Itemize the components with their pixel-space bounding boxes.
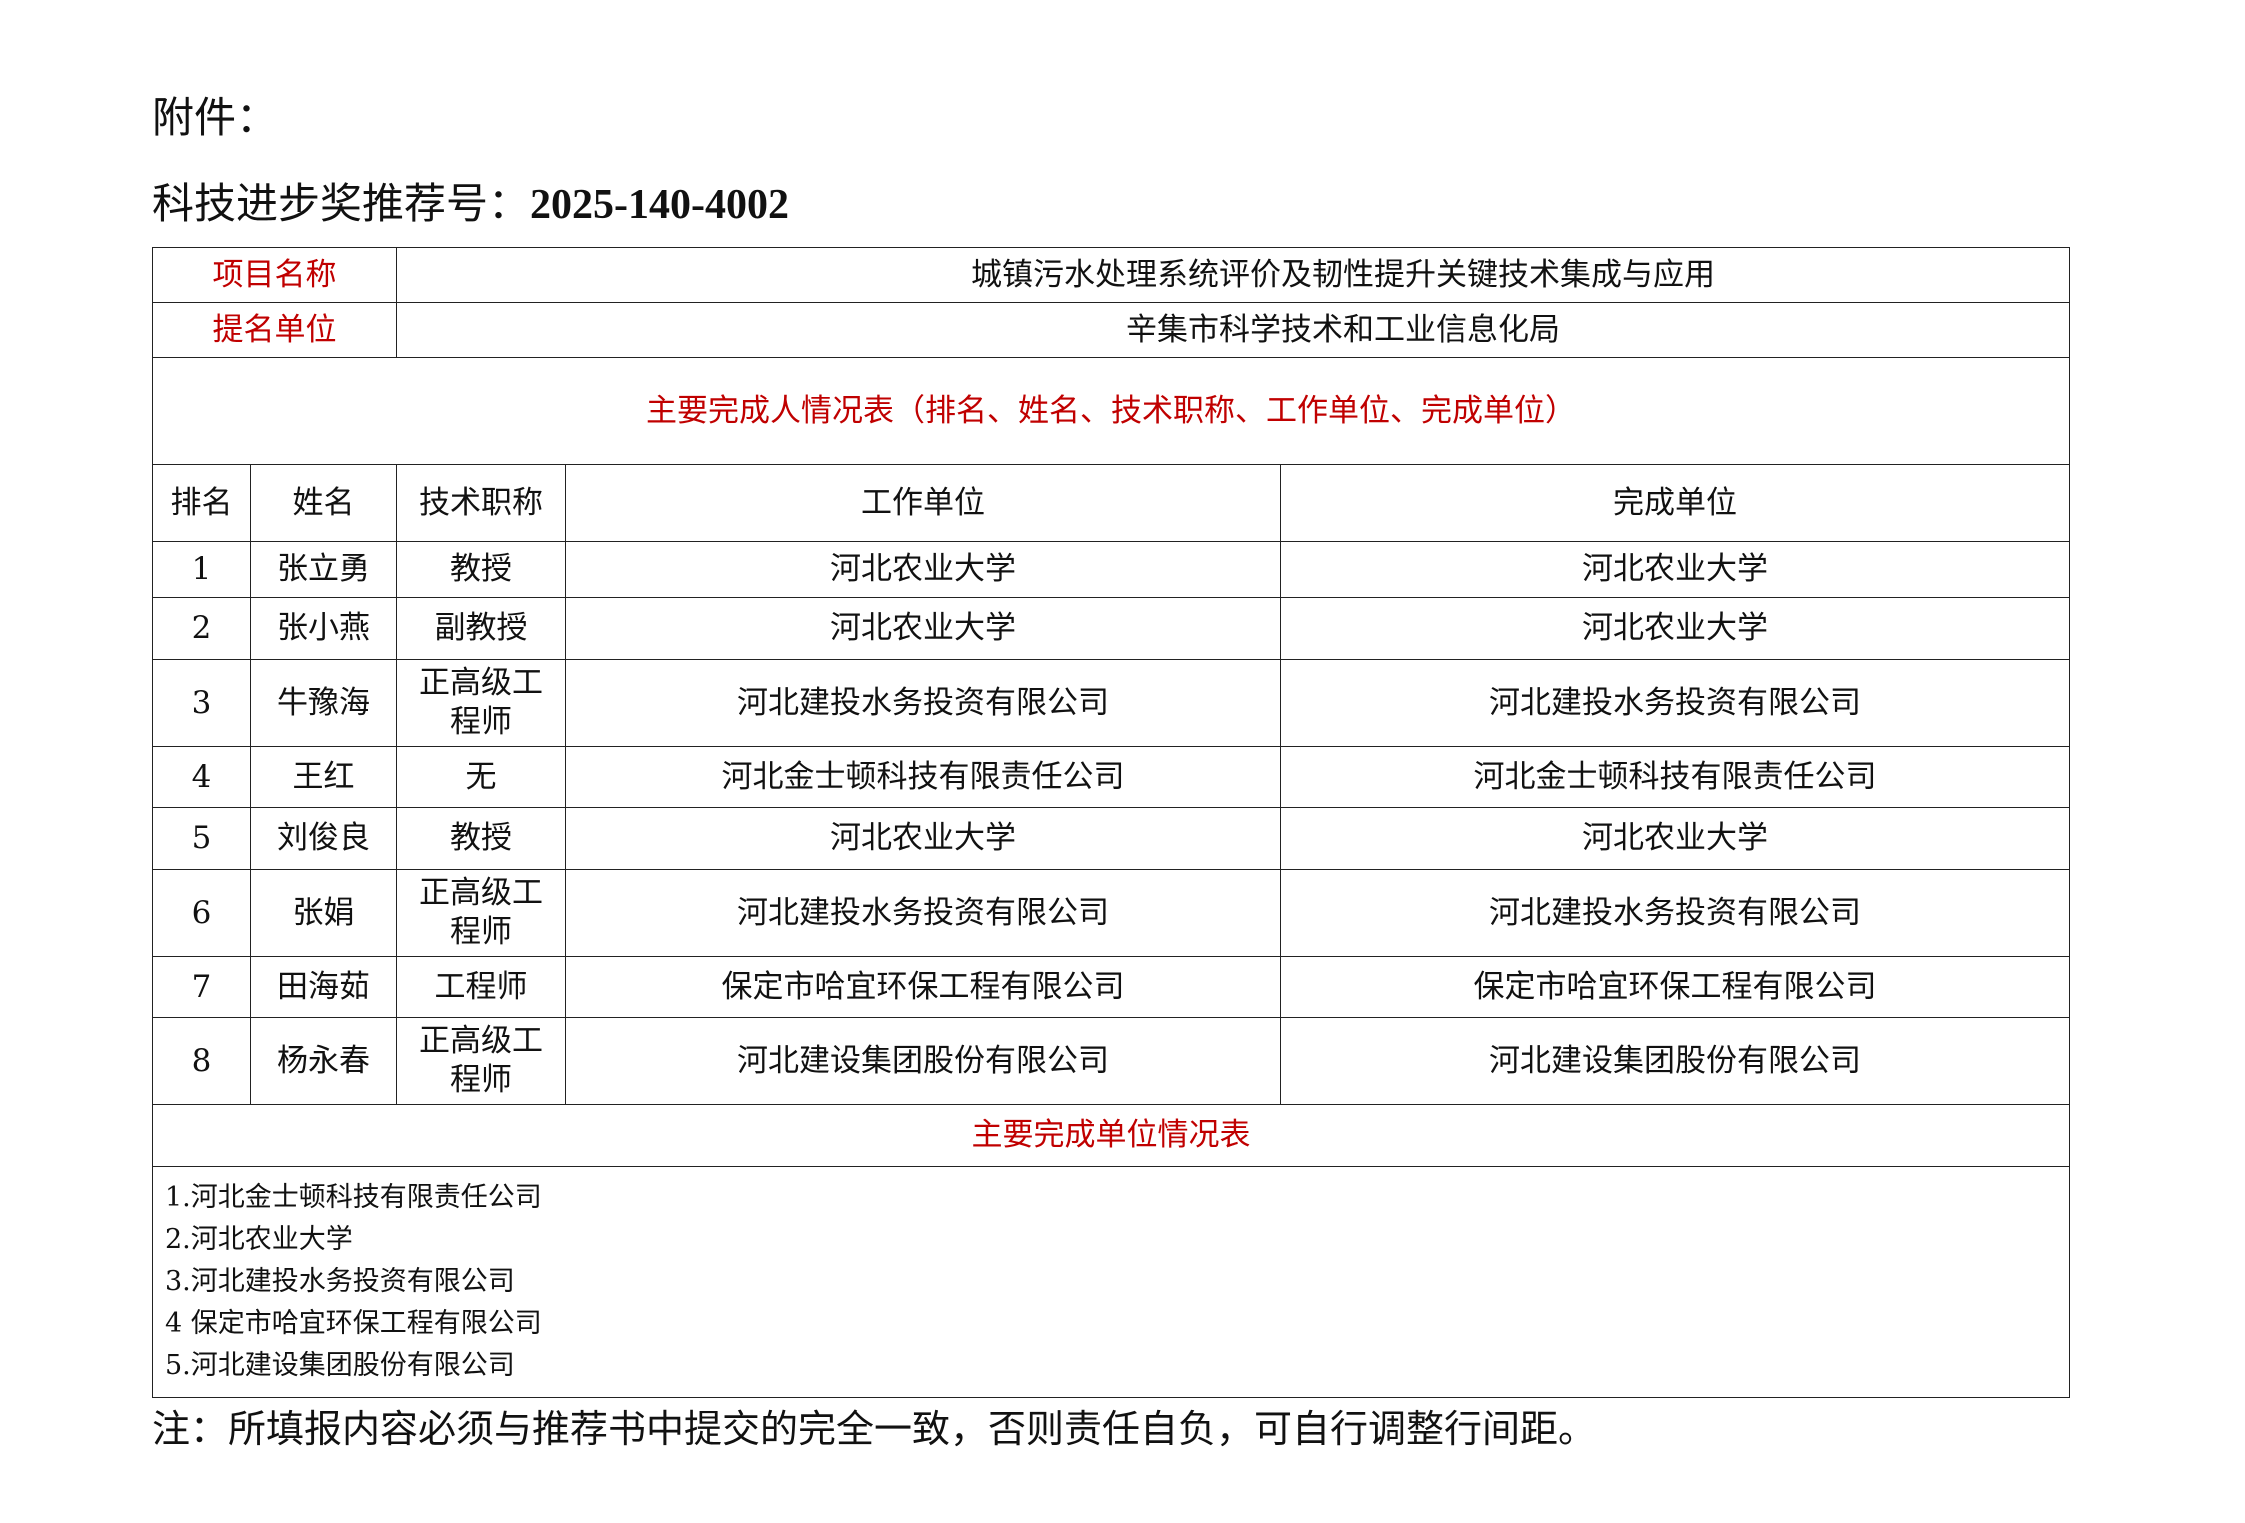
title-cell: 正高级工程师 <box>396 659 566 747</box>
rec-number: 2025-140-4002 <box>530 182 789 228</box>
name-cell: 王红 <box>250 746 397 808</box>
completion-unit-cell: 保定市哈宜环保工程有限公司 <box>1279 956 2071 1018</box>
title-cell: 工程师 <box>396 956 566 1018</box>
completion-unit-cell: 河北农业大学 <box>1279 541 2071 598</box>
unit-item: 2.河北农业大学 <box>165 1224 353 1255</box>
rank-cell: 7 <box>152 956 251 1018</box>
completion-unit-cell: 河北农业大学 <box>1279 597 2071 660</box>
rank-cell: 6 <box>152 869 251 957</box>
rank-cell: 2 <box>152 597 251 660</box>
name-cell: 杨永春 <box>250 1017 397 1105</box>
person-row: 8 杨永春 正高级工程师 河北建设集团股份有限公司 河北建设集团股份有限公司 <box>152 1017 2071 1105</box>
title-cell: 副教授 <box>396 597 566 660</box>
attachment-heading: 附件： <box>152 93 279 142</box>
work-unit-cell: 保定市哈宜环保工程有限公司 <box>565 956 1281 1018</box>
column-header: 工作单位 <box>565 464 1281 542</box>
title-cell: 教授 <box>396 541 566 598</box>
work-unit-cell: 河北农业大学 <box>565 597 1281 660</box>
name-cell: 张小燕 <box>250 597 397 660</box>
project-name: 城镇污水处理系统评价及韧性提升关键技术集成与应用 <box>395 247 2071 303</box>
award-table: 项目名称 城镇污水处理系统评价及韧性提升关键技术集成与应用 提名单位 辛集市科学技术… <box>151 247 2071 1398</box>
name-cell: 刘俊良 <box>250 807 397 870</box>
person-row: 4 王红无河北金士顿科技有限责任公司 河北金士顿科技有限责任公司 <box>152 746 2071 808</box>
title-cell: 正高级工程师 <box>396 869 566 957</box>
name-cell: 张娟 <box>250 869 397 957</box>
person-row: 5 刘俊良 教授 河北农业大学 河北农业大学 <box>152 807 2071 870</box>
note: 注：所填报内容必须与推荐书中提交的完全一致，否则责任自负，可自行调整行间距。 <box>152 1407 1597 1451</box>
rank-cell: 1 <box>152 541 251 598</box>
unit-item: 4 保定市哈宜环保工程有限公司 <box>165 1308 542 1339</box>
person-row: 2 张小燕 副教授 河北农业大学 河北农业大学 <box>152 597 2071 660</box>
name-cell: 牛豫海 <box>250 659 397 747</box>
work-unit-cell: 河北建投水务投资有限公司 <box>565 659 1281 747</box>
rank-cell: 3 <box>152 659 251 747</box>
person-row: 1 张立勇 教授 河北农业大学 河北农业大学 <box>152 541 2071 598</box>
person-row: 6 张娟 正高级工程师 河北建投水务投资有限公司 河北建投水务投资有限公司 <box>152 869 2071 957</box>
person-row: 3 牛豫海 正高级工程师 河北建投水务投资有限公司 河北建投水务投资有限公司 <box>152 659 2071 747</box>
column-header: 完成单位 <box>1279 464 2071 542</box>
work-unit-cell: 河北建投水务投资有限公司 <box>565 869 1281 957</box>
rank-cell: 8 <box>152 1017 251 1105</box>
work-unit-cell: 河北农业大学 <box>565 541 1281 598</box>
completion-unit-cell: 河北建投水务投资有限公司 <box>1279 659 2071 747</box>
completion-unit-cell: 河北建投水务投资有限公司 <box>1279 869 2071 957</box>
completion-unit-cell: 河北金士顿科技有限责任公司 <box>1279 746 2071 808</box>
completion-unit-cell: 河北建设集团股份有限公司 <box>1279 1017 2071 1105</box>
units-table-title: 主要完成单位情况表 <box>151 1104 2071 1167</box>
persons-table-title: 主要完成人情况表（排名、姓名、技术职称、工作单位、完成单位） <box>151 357 2071 465</box>
name-cell: 田海茹 <box>250 956 397 1018</box>
name-cell: 张立勇 <box>250 541 397 598</box>
title-cell: 教授 <box>396 807 566 870</box>
unit-item: 5.河北建设集团股份有限公司 <box>165 1350 515 1381</box>
project-name-label: 项目名称 <box>152 247 397 303</box>
title-cell: 正高级工程师 <box>396 1017 566 1105</box>
rec-label: 科技进步奖推荐号： <box>152 179 531 228</box>
units-list: 1.河北金士顿科技有限责任公司 2.河北农业大学 3.河北建投水务投资有限公司 4 保… <box>151 1166 2071 1398</box>
unit-item: 3.河北建投水务投资有限公司 <box>165 1266 515 1297</box>
title-cell: 无 <box>396 746 566 808</box>
completion-unit-cell: 河北农业大学 <box>1279 807 2071 870</box>
nominator-label: 提名单位 <box>152 302 397 358</box>
recommendation-number: 科技进步奖推荐号：2025-140-4002 <box>152 182 789 228</box>
work-unit-cell: 河北建设集团股份有限公司 <box>565 1017 1281 1105</box>
nominator: 辛集市科学技术和工业信息化局 <box>395 302 2071 358</box>
unit-item: 1.河北金士顿科技有限责任公司 <box>165 1182 542 1213</box>
work-unit-cell: 河北农业大学 <box>565 807 1281 870</box>
rank-cell: 5 <box>152 807 251 870</box>
person-row: 7 田海茹 工程师 保定市哈宜环保工程有限公司 保定市哈宜环保工程有限公司 <box>152 956 2071 1018</box>
column-header: 排名 <box>152 464 251 542</box>
work-unit-cell: 河北金士顿科技有限责任公司 <box>565 746 1281 808</box>
rank-cell: 4 <box>152 746 251 808</box>
column-header: 技术职称 <box>396 464 566 542</box>
column-header: 姓名 <box>250 464 397 542</box>
